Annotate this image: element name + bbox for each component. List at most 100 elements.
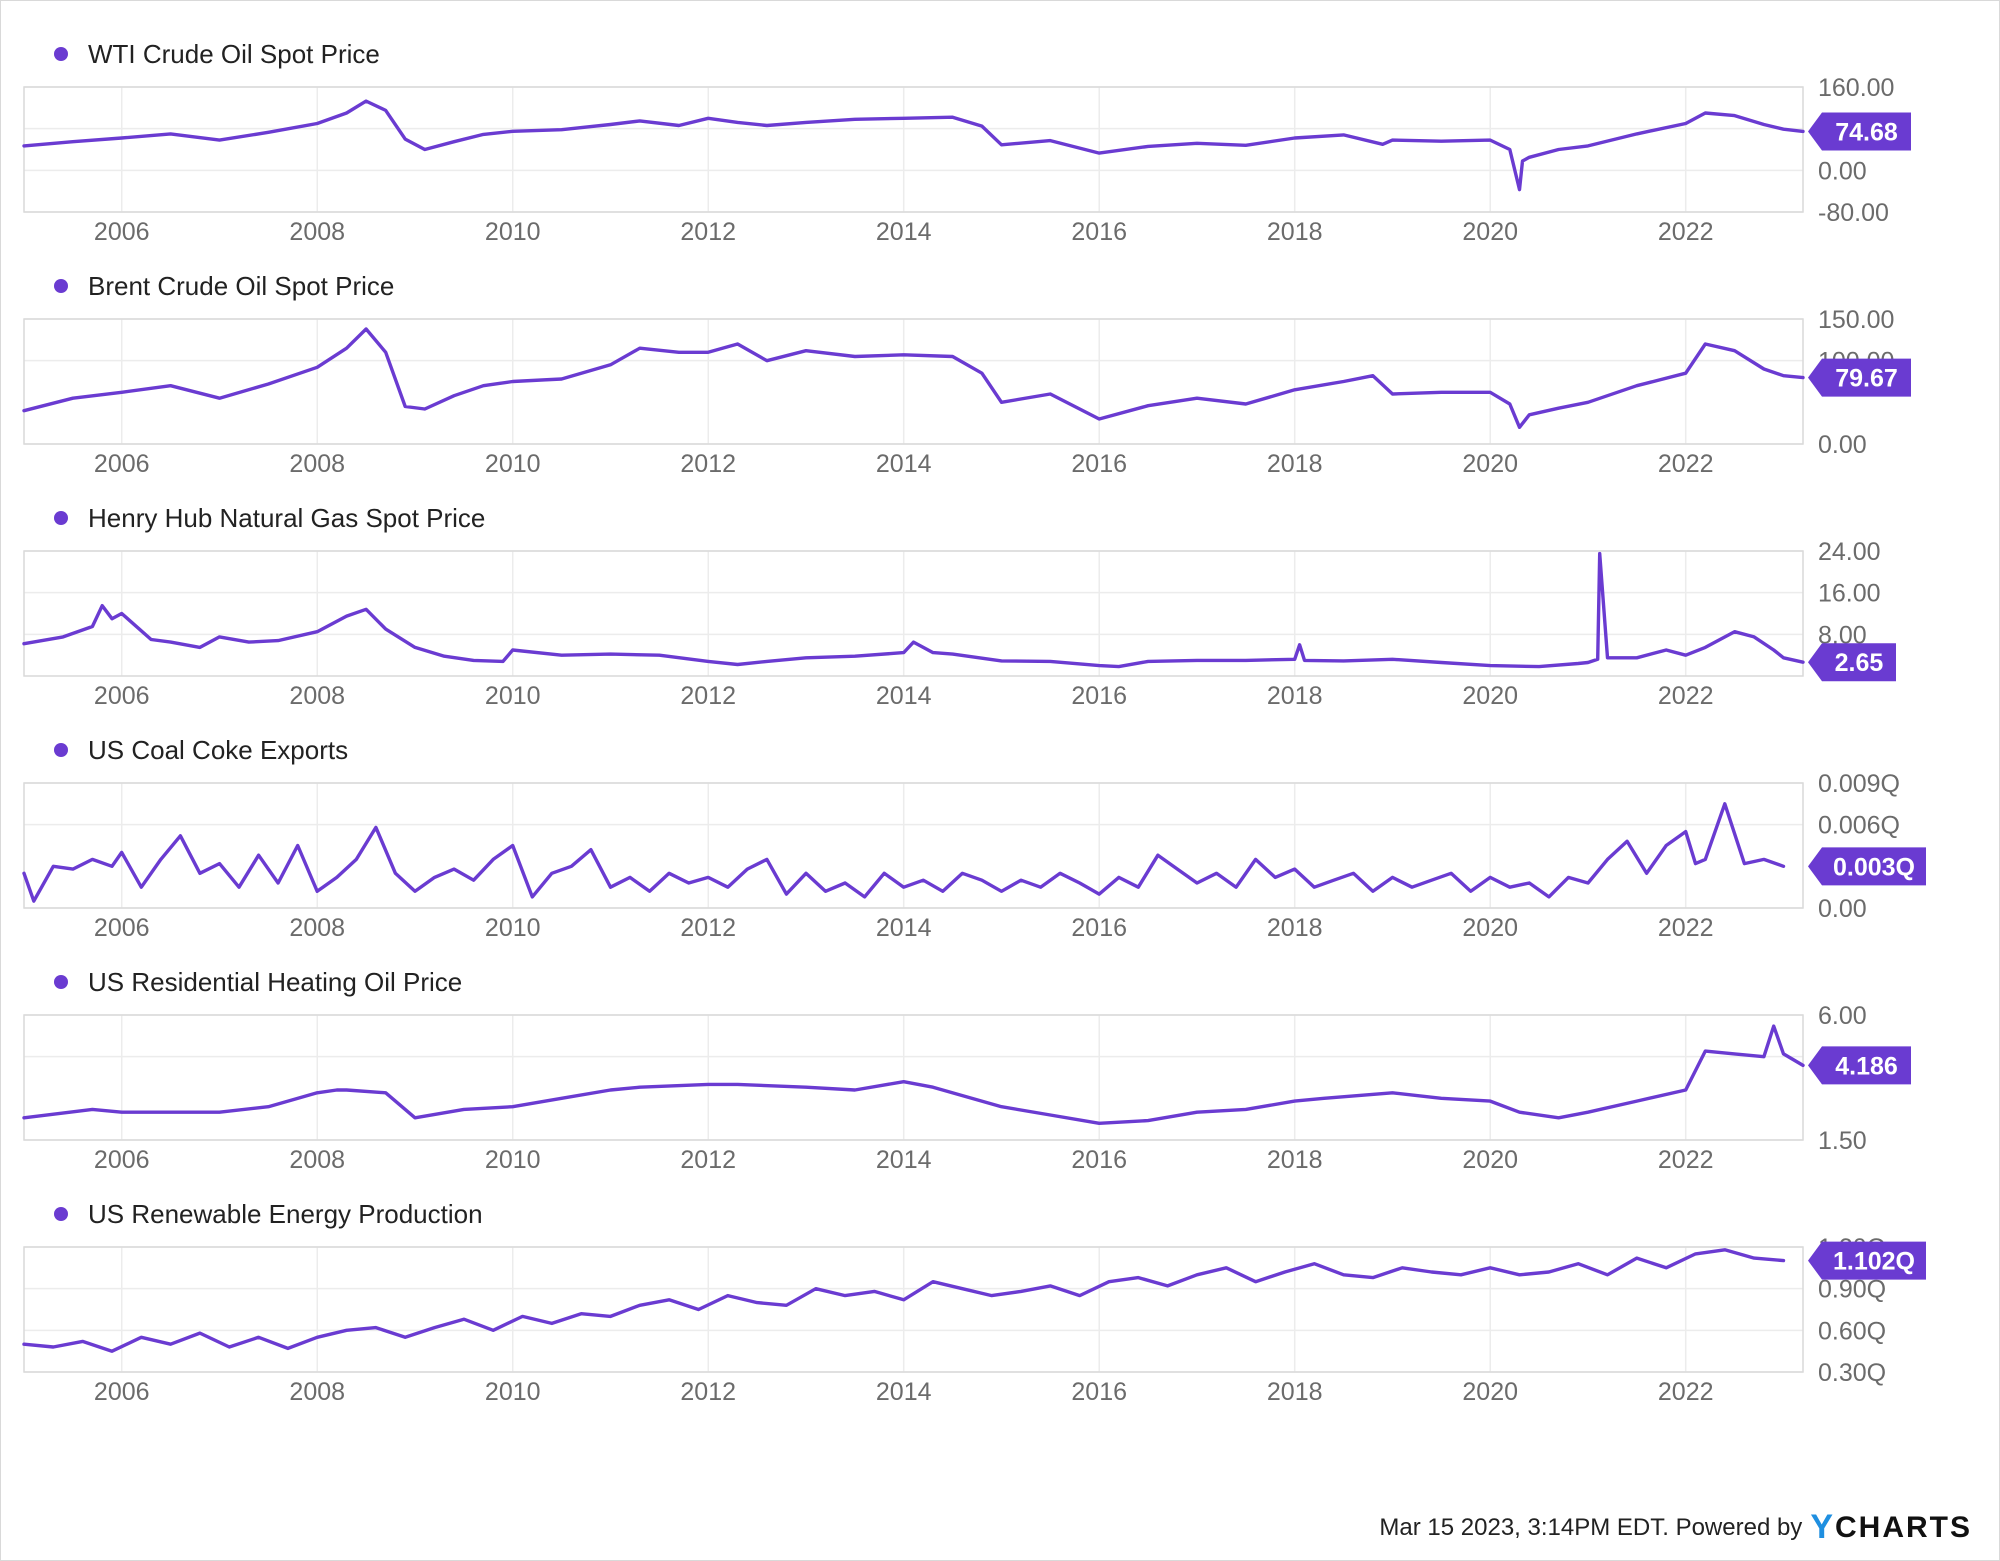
- chart-6-x-tick-label: 2018: [1267, 1378, 1323, 1406]
- chart-4-x-tick-label: 2010: [485, 914, 541, 942]
- chart-1-x-tick-label: 2022: [1658, 218, 1714, 246]
- chart-1-x-tick-label: 2012: [680, 218, 736, 246]
- chart-2-panel: Brent Crude Oil Spot Price 2006 2008 2010 20…: [22, 271, 1911, 478]
- chart-6-last-value-badge: [1808, 1241, 1926, 1280]
- chart-4-x-tick-label: 2014: [876, 914, 932, 942]
- chart-4-legend-dot: [54, 743, 68, 757]
- chart-5-x-tick-label: 2012: [680, 1146, 736, 1174]
- chart-4-y-tick-label: 0.006Q: [1818, 812, 1900, 840]
- chart-2-title: Brent Crude Oil Spot Price: [88, 271, 394, 301]
- chart-4-y-tick-label: 0.009Q: [1818, 770, 1900, 798]
- chart-2-y-tick-label: 150.00: [1818, 306, 1894, 334]
- chart-2-x-tick-label: 2020: [1462, 450, 1518, 478]
- chart-5-legend-dot: [54, 975, 68, 989]
- chart-1-panel: WTI Crude Oil Spot Price 2006 2008 2010 2012…: [22, 39, 1911, 246]
- chart-6-panel: US Renewable Energy Production 2006 2008 20…: [22, 1199, 1926, 1406]
- chart-4-last-value-badge: [1808, 847, 1926, 886]
- chart-2-plot-area: [23, 318, 1804, 445]
- chart-5-x-tick-label: 2006: [94, 1146, 150, 1174]
- chart-5-last-value-label: 4.186: [1835, 1052, 1898, 1080]
- chart-4-x-tick-label: 2020: [1462, 914, 1518, 942]
- chart-2-last-value-badge: [1808, 358, 1911, 397]
- chart-6-legend-dot: [54, 1207, 68, 1221]
- chart-4-panel: US Coal Coke Exports 2006 2008 2010 2012 2014…: [22, 735, 1926, 942]
- chart-6-x-tick-label: 2016: [1071, 1378, 1127, 1406]
- chart-6-last-value-label: 1.102Q: [1833, 1248, 1915, 1276]
- chart-1-x-tick-label: 2006: [94, 218, 150, 246]
- chart-1-legend-dot: [54, 47, 68, 61]
- chart-3-title: Henry Hub Natural Gas Spot Price: [88, 503, 485, 533]
- chart-6-y-tick-label: 0.60Q: [1818, 1317, 1886, 1345]
- chart-3-panel: Henry Hub Natural Gas Spot Price 2006 2008…: [22, 503, 1896, 710]
- chart-6-x-tick-label: 2010: [485, 1378, 541, 1406]
- chart-3-last-value-label: 2.65: [1835, 649, 1884, 677]
- chart-4-series-line: [22, 802, 1786, 903]
- chart-2-x-tick-label: 2022: [1658, 450, 1714, 478]
- chart-5-x-tick-label: 2022: [1658, 1146, 1714, 1174]
- chart-4-plot-area: [23, 782, 1804, 909]
- chart-4-x-tick-label: 2022: [1658, 914, 1714, 942]
- chart-3-x-tick-label: 2008: [289, 682, 345, 710]
- chart-5-x-tick-label: 2008: [289, 1146, 345, 1174]
- chart-5-y-tick-label: 1.50: [1818, 1127, 1867, 1155]
- chart-5-x-tick-label: 2016: [1071, 1146, 1127, 1174]
- chart-2-x-tick-label: 2008: [289, 450, 345, 478]
- chart-3-x-tick-label: 2018: [1267, 682, 1323, 710]
- chart-3-y-tick-label: 24.00: [1818, 538, 1881, 566]
- chart-2-x-tick-label: 2018: [1267, 450, 1323, 478]
- chart-4-x-tick-label: 2016: [1071, 914, 1127, 942]
- chart-4-y-tick-label: 0.00: [1818, 895, 1867, 923]
- chart-3-plot-area: [23, 550, 1804, 677]
- chart-3-last-value-badge: [1808, 643, 1896, 682]
- chart-2-last-value-label: 79.67: [1835, 365, 1898, 393]
- chart-5-x-tick-label: 2020: [1462, 1146, 1518, 1174]
- chart-4-title: US Coal Coke Exports: [88, 735, 348, 765]
- chart-1-y-tick-label: -80.00: [1818, 199, 1889, 227]
- chart-5-y-tick-label: 6.00: [1818, 1002, 1867, 1030]
- chart-6-y-tick-label: 0.90Q: [1818, 1276, 1886, 1304]
- chart-3-x-tick-label: 2010: [485, 682, 541, 710]
- chart-1-x-tick-label: 2020: [1462, 218, 1518, 246]
- chart-1-x-tick-label: 2016: [1071, 218, 1127, 246]
- chart-2-series-line: [22, 327, 1805, 429]
- chart-5-plot-area: [23, 1014, 1804, 1141]
- chart-4-x-tick-label: 2008: [289, 914, 345, 942]
- chart-1-x-tick-label: 2014: [876, 218, 932, 246]
- chart-1-y-tick-label: 0.00: [1818, 157, 1867, 185]
- chart-6-y-tick-label: 0.30Q: [1818, 1359, 1886, 1387]
- chart-5-last-value-badge: [1808, 1046, 1911, 1085]
- chart-5-x-tick-label: 2014: [876, 1146, 932, 1174]
- chart-3-legend-dot: [54, 511, 68, 525]
- chart-4-x-tick-label: 2006: [94, 914, 150, 942]
- chart-6-x-tick-label: 2014: [876, 1378, 932, 1406]
- chart-6-title: US Renewable Energy Production: [88, 1199, 483, 1229]
- chart-1-last-value-label: 74.68: [1835, 118, 1898, 146]
- chart-1-plot-area: [23, 86, 1804, 213]
- chart-5-panel: US Residential Heating Oil Price 2006 2008…: [22, 967, 1911, 1174]
- chart-2-y-tick-label: 0.00: [1818, 431, 1867, 459]
- chart-3-x-tick-label: 2016: [1071, 682, 1127, 710]
- chart-1-x-tick-label: 2018: [1267, 218, 1323, 246]
- chart-3-x-tick-label: 2006: [94, 682, 150, 710]
- chart-3-y-tick-label: 16.00: [1818, 580, 1881, 608]
- chart-1-x-tick-label: 2008: [289, 218, 345, 246]
- chart-2-x-tick-label: 2010: [485, 450, 541, 478]
- chart-1-y-tick-label: 160.00: [1818, 74, 1894, 102]
- chart-2-legend-dot: [54, 279, 68, 293]
- chart-2-x-tick-label: 2014: [876, 450, 932, 478]
- chart-1-series-line: [22, 99, 1805, 192]
- chart-3-x-tick-label: 2022: [1658, 682, 1714, 710]
- chart-5-series-line: [22, 1024, 1805, 1125]
- chart-6-x-tick-label: 2008: [289, 1378, 345, 1406]
- footer: Mar 15 2023, 3:14PM EDT. Powered by Y CH…: [1379, 1508, 1972, 1547]
- chart-3-x-tick-label: 2014: [876, 682, 932, 710]
- chart-2-x-tick-label: 2012: [680, 450, 736, 478]
- footer-timestamp: Mar 15 2023, 3:14PM EDT. Powered by: [1379, 1513, 1803, 1541]
- chart-4-last-value-label: 0.003Q: [1833, 853, 1915, 881]
- chart-4-x-tick-label: 2018: [1267, 914, 1323, 942]
- chart-6-x-tick-label: 2012: [680, 1378, 736, 1406]
- chart-6-series-line: [22, 1248, 1786, 1353]
- chart-6-x-tick-label: 2020: [1462, 1378, 1518, 1406]
- chart-5-x-tick-label: 2018: [1267, 1146, 1323, 1174]
- ycharts-logo[interactable]: Y CHARTS: [1810, 1508, 1972, 1547]
